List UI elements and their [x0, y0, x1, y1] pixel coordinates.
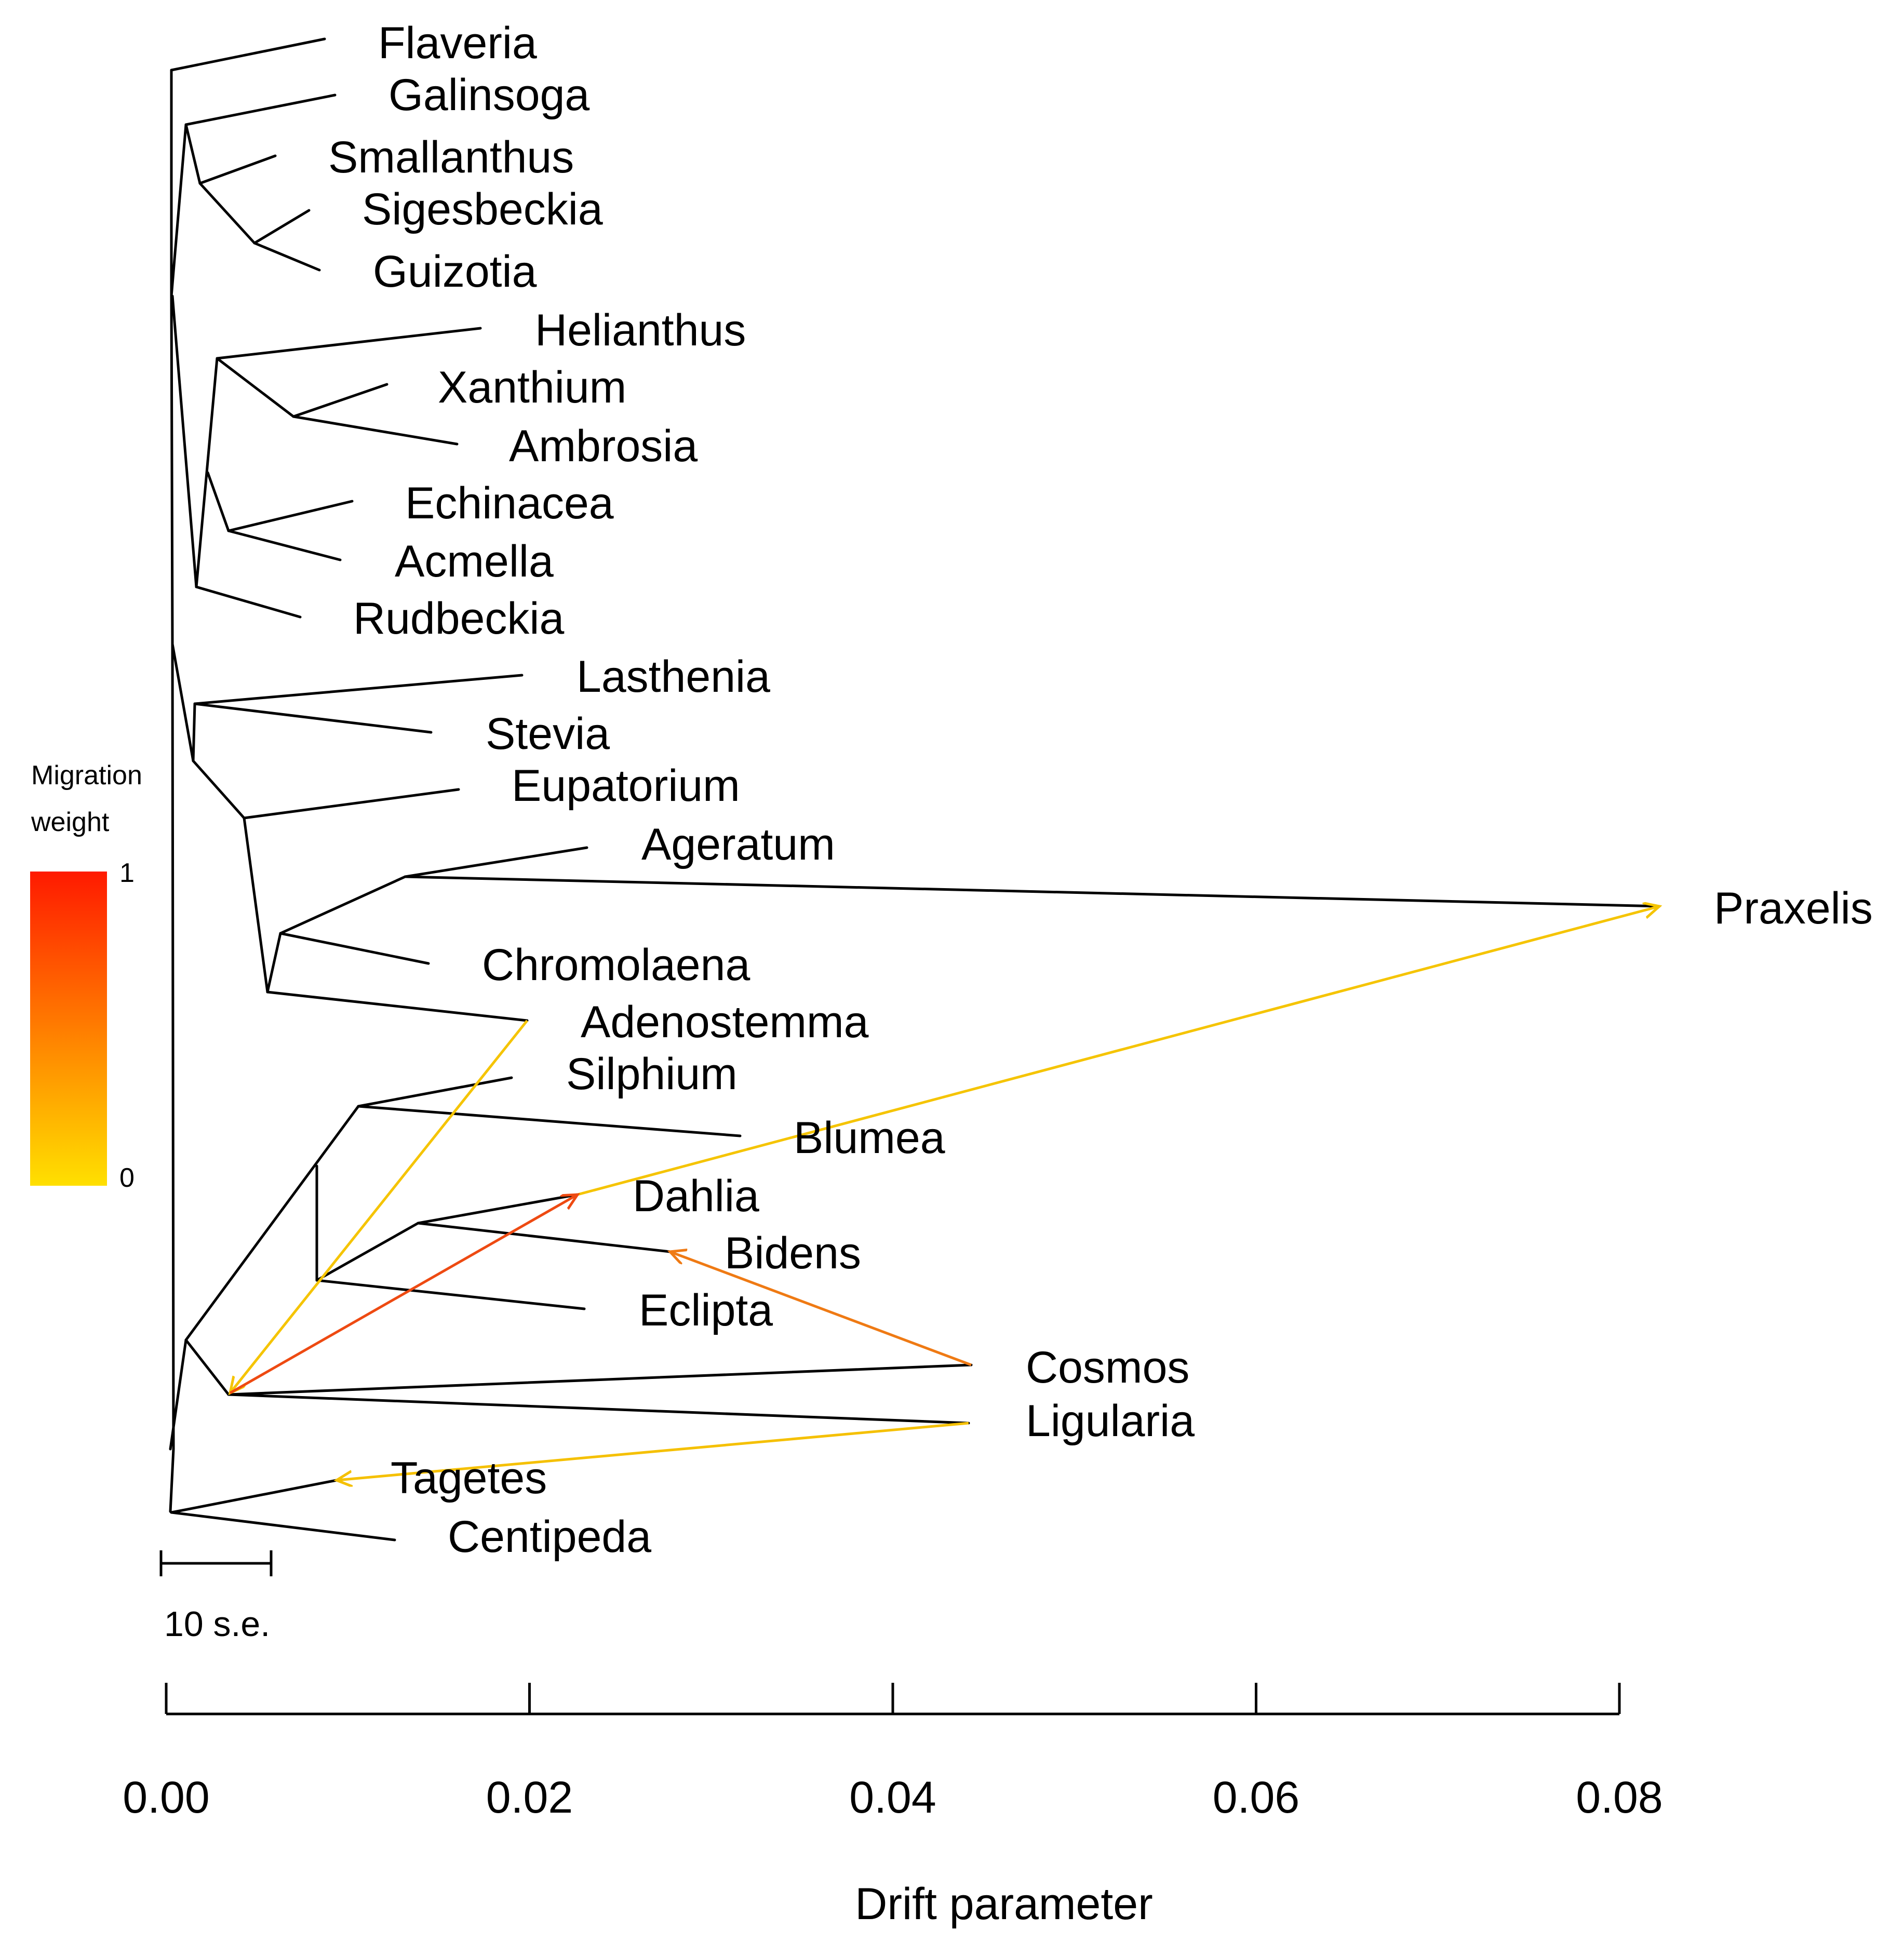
edge-helianthus-stem [171, 294, 198, 588]
edge-bidens [417, 1222, 672, 1253]
x-axis: 0.00 0.02 0.04 0.06 0.08 [123, 1683, 1663, 1823]
edge-echinacea [227, 500, 354, 532]
migration-arrows [230, 906, 1659, 1480]
edge-stevia [193, 702, 433, 734]
edge-xanthium [292, 383, 388, 418]
migration-adenostemma-to-cosmos-ancestor [230, 1020, 528, 1393]
edge-eupatorium [243, 788, 460, 820]
taxon-label-ageratum: Ageratum [641, 820, 835, 869]
taxon-label-chromolaena: Chromolaena [482, 940, 750, 990]
edge-lasthenia [193, 674, 524, 705]
edge-ligularia [227, 1393, 970, 1425]
edge-eclipta [315, 1279, 586, 1310]
taxon-label-guizotia: Guizotia [373, 247, 537, 297]
taxon-label-eclipta: Eclipta [639, 1285, 773, 1335]
tree-edges [169, 37, 1661, 1542]
legend-color-ramp [30, 872, 107, 1186]
taxon-label-centipeda: Centipeda [448, 1512, 651, 1562]
taxon-label-stevia: Stevia [486, 709, 610, 759]
migration-ligularia-to-tagetes [337, 1422, 969, 1480]
edge-rudbeckia [195, 585, 302, 619]
edge-adenostemma [266, 990, 529, 1022]
taxon-label-cosmos: Cosmos [1026, 1343, 1189, 1392]
taxon-label-xanthium: Xanthium [438, 363, 626, 412]
edge-galinsoga [184, 93, 337, 126]
taxon-label-praxelis: Praxelis [1714, 883, 1873, 933]
edge-smallanthus-stem [184, 123, 202, 185]
edge-eupatorium-stem [192, 759, 246, 820]
edge-tagetes [170, 1479, 338, 1514]
taxon-label-tagetes: Tagetes [391, 1453, 547, 1503]
edge-centipeda [170, 1511, 396, 1542]
edge-lasthenia-stem [192, 702, 196, 762]
edge-guizotia [253, 242, 321, 272]
migration-weight-legend: Migration weight 1 0 [30, 760, 142, 1193]
edge-silphium-stem [184, 1105, 360, 1342]
x-axis-tick-label: 0.02 [486, 1773, 573, 1823]
taxon-label-silphium: Silphium [566, 1049, 738, 1099]
taxon-label-galinsoga: Galinsoga [388, 70, 589, 120]
edge-echinacea-stem [206, 471, 230, 532]
x-axis-title: Drift parameter [855, 1879, 1153, 1929]
migration-to-praxelis [577, 906, 1659, 1196]
legend-max-label: 1 [119, 858, 135, 888]
taxon-label-sigesbeckia: Sigesbeckia [362, 184, 603, 234]
edge-ageratum [404, 846, 588, 878]
taxon-label-echinacea: Echinacea [405, 478, 614, 528]
taxon-label-ligularia: Ligularia [1026, 1396, 1195, 1446]
edge-flaveria [170, 37, 326, 72]
edge-sigesbeckia [253, 209, 311, 245]
x-axis-tick-label: 0.08 [1576, 1773, 1662, 1823]
taxon-label-blumea: Blumea [794, 1113, 945, 1163]
legend-title-line1: Migration [31, 760, 142, 790]
scale-bar: 10 s.e. [159, 1550, 273, 1644]
taxon-label-adenostemma: Adenostemma [581, 997, 869, 1047]
taxon-label-lasthenia: Lasthenia [576, 652, 770, 702]
taxon-label-acmella: Acmella [395, 537, 554, 586]
edge-smallanthus [198, 154, 277, 185]
legend-min-label: 0 [119, 1163, 135, 1193]
edge-lower-stem [169, 1338, 187, 1451]
scale-bar-label: 10 s.e. [164, 1604, 270, 1644]
taxon-label-smallanthus: Smallanthus [328, 132, 574, 182]
edge-praxelis [404, 875, 1661, 908]
taxon-label-bidens: Bidens [725, 1228, 861, 1278]
taxon-label-ambrosia: Ambrosia [509, 421, 698, 471]
scale-bar-line [159, 1550, 273, 1576]
edge-eupatorieae-stem [171, 642, 195, 762]
migration-to-dahlia [229, 1195, 578, 1395]
taxon-label-dahlia: Dahlia [633, 1171, 759, 1221]
edge-dahlia-stem [315, 1222, 420, 1282]
taxon-label-eupatorium: Eupatorium [512, 761, 740, 811]
taxon-label-helianthus: Helianthus [535, 305, 746, 355]
edge-xanthium-stem [216, 357, 295, 418]
edge-cosmos-stem [184, 1338, 230, 1396]
edge-silphium [357, 1076, 513, 1108]
edge-galinsoga-stem [170, 123, 187, 298]
taxon-label-flaveria: Flaveria [378, 18, 537, 68]
edge-ageratum-stem [243, 816, 269, 994]
edge-cosmos [227, 1363, 973, 1396]
legend-title-line2: weight [31, 807, 110, 837]
edge-ambrosia [292, 415, 459, 446]
edge-ageratum-clade [266, 932, 282, 994]
x-axis-tick-label: 0.00 [123, 1773, 209, 1823]
edge-blumea [357, 1105, 742, 1137]
edge-chromolaena [279, 932, 430, 965]
edge-acmella [227, 529, 342, 561]
edge-ageratum-node [279, 875, 407, 935]
migration-cosmos-to-bidens [670, 1252, 972, 1366]
taxon-labels: Flaveria Galinsoga Smallanthus Sigesbeck… [328, 18, 1873, 1562]
taxon-label-rudbeckia: Rudbeckia [353, 594, 565, 644]
x-axis-tick-label: 0.06 [1213, 1773, 1299, 1823]
edge-sigesbeckia-stem [198, 182, 256, 245]
edge-helianthus [216, 327, 482, 360]
x-axis-tick-label: 0.04 [849, 1773, 936, 1823]
edge-dahlia [417, 1193, 579, 1225]
